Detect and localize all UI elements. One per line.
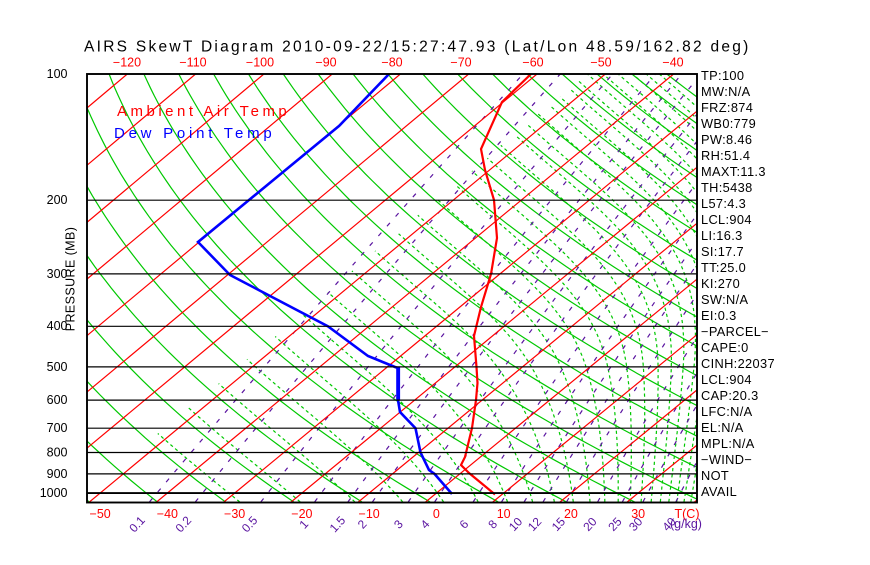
- svg-text:Ambient Air Temp: Ambient Air Temp: [117, 103, 290, 120]
- svg-text:600: 600: [47, 393, 68, 407]
- svg-text:AVAIL: AVAIL: [701, 484, 737, 499]
- svg-text:300: 300: [47, 267, 68, 281]
- svg-text:MPL:N/A: MPL:N/A: [701, 436, 755, 451]
- svg-text:200: 200: [47, 193, 68, 207]
- svg-text:−70: −70: [450, 56, 471, 70]
- svg-text:−110: −110: [179, 56, 206, 70]
- svg-text:−WIND−: −WIND−: [701, 452, 752, 467]
- svg-text:WB0:779: WB0:779: [701, 116, 756, 131]
- svg-text:500: 500: [47, 360, 68, 374]
- svg-text:100: 100: [47, 67, 68, 81]
- svg-text:CAP:20.3: CAP:20.3: [701, 388, 759, 403]
- svg-text:−50: −50: [590, 56, 611, 70]
- svg-text:LCL:904: LCL:904: [701, 212, 752, 227]
- svg-text:−80: −80: [381, 56, 402, 70]
- svg-text:CAPE:0: CAPE:0: [701, 340, 749, 355]
- svg-text:−60: −60: [522, 56, 543, 70]
- svg-text:(g/kg): (g/kg): [670, 517, 702, 531]
- svg-text:10: 10: [497, 507, 511, 521]
- svg-text:−120: −120: [113, 56, 141, 70]
- svg-text:900: 900: [47, 467, 68, 481]
- svg-text:SW:N/A: SW:N/A: [701, 292, 748, 307]
- svg-text:TP:100: TP:100: [701, 68, 744, 83]
- svg-text:−40: −40: [662, 56, 683, 70]
- svg-text:LCL:904: LCL:904: [701, 372, 752, 387]
- svg-text:LI:16.3: LI:16.3: [701, 228, 743, 243]
- svg-text:700: 700: [47, 421, 68, 435]
- svg-text:Dew Point Temp: Dew Point Temp: [114, 125, 275, 142]
- svg-text:−20: −20: [291, 507, 312, 521]
- svg-text:800: 800: [47, 445, 68, 459]
- svg-text:PW:8.46: PW:8.46: [701, 132, 752, 147]
- svg-text:0: 0: [433, 507, 440, 521]
- svg-text:MW:N/A: MW:N/A: [701, 84, 751, 99]
- svg-text:30: 30: [631, 507, 645, 521]
- svg-text:CINH:22037: CINH:22037: [701, 356, 775, 371]
- svg-text:EI:0.3: EI:0.3: [701, 308, 737, 323]
- svg-text:TH:5438: TH:5438: [701, 180, 753, 195]
- svg-text:−30: −30: [224, 507, 245, 521]
- svg-text:400: 400: [47, 319, 68, 333]
- svg-text:−40: −40: [157, 507, 178, 521]
- svg-text:−100: −100: [246, 56, 274, 70]
- svg-text:SI:17.7: SI:17.7: [701, 244, 744, 259]
- svg-text:T(C): T(C): [675, 507, 700, 521]
- svg-text:AIRS SkewT Diagram 2010-09-22/: AIRS SkewT Diagram 2010-09-22/15:27:47.9…: [84, 38, 751, 55]
- svg-text:MAXT:11.3: MAXT:11.3: [701, 164, 766, 179]
- svg-text:1000: 1000: [40, 486, 68, 500]
- svg-text:−90: −90: [315, 56, 336, 70]
- svg-text:FRZ:874: FRZ:874: [701, 100, 753, 115]
- svg-text:TT:25.0: TT:25.0: [701, 260, 746, 275]
- svg-text:KI:270: KI:270: [701, 276, 740, 291]
- svg-text:LFC:N/A: LFC:N/A: [701, 404, 753, 419]
- svg-text:−PARCEL−: −PARCEL−: [701, 324, 769, 339]
- svg-text:RH:51.4: RH:51.4: [701, 148, 750, 163]
- svg-text:L57:4.3: L57:4.3: [701, 196, 746, 211]
- svg-text:EL:N/A: EL:N/A: [701, 420, 744, 435]
- svg-text:PRESSURE (MB): PRESSURE (MB): [64, 227, 78, 332]
- svg-text:−10: −10: [359, 507, 380, 521]
- svg-text:−50: −50: [90, 507, 111, 521]
- svg-text:20: 20: [564, 507, 578, 521]
- svg-text:NOT: NOT: [701, 468, 729, 483]
